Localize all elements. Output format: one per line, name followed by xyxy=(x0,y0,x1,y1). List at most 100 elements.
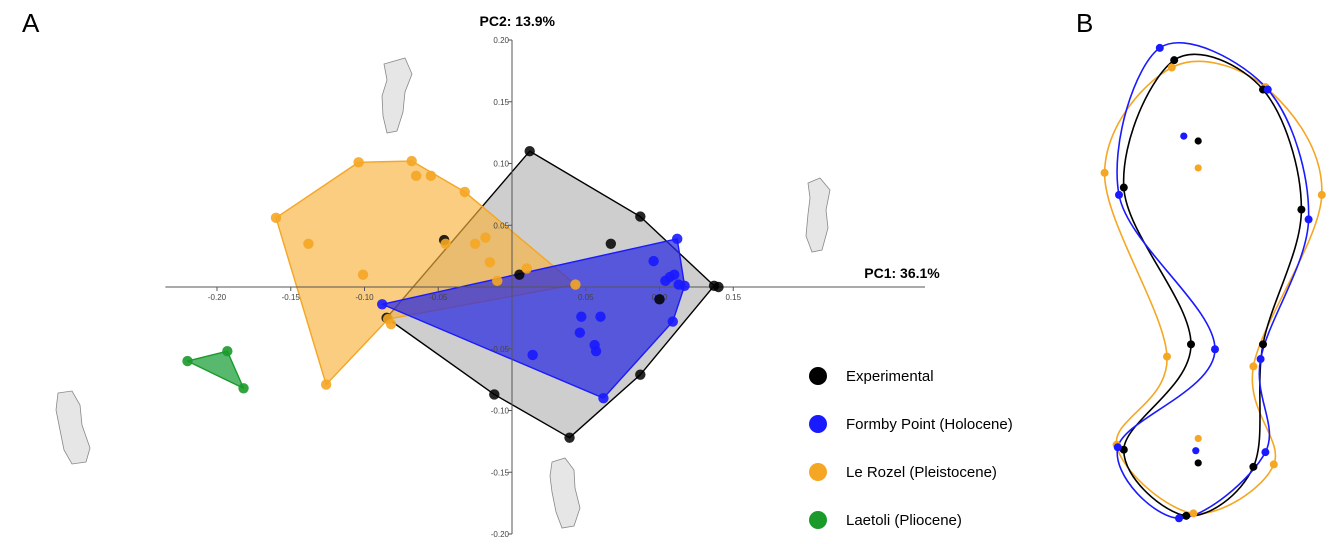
point-formby xyxy=(598,392,609,404)
point-lerozel xyxy=(492,275,503,287)
x-tick-label: -0.15 xyxy=(282,293,301,302)
point-laetoli xyxy=(182,355,193,367)
hull-formby xyxy=(381,238,686,399)
point-lerozel xyxy=(459,186,470,198)
legend-marker-lerozel xyxy=(809,463,827,481)
data-points xyxy=(182,145,724,443)
point-formby xyxy=(667,316,678,327)
point-formby xyxy=(673,279,684,290)
point-experimental xyxy=(564,432,575,443)
point-lerozel xyxy=(570,279,581,290)
landmark-outline-plot xyxy=(1100,42,1326,523)
point-lerozel xyxy=(410,170,422,182)
inner-landmark-experimental xyxy=(1194,459,1202,467)
inner-landmark-experimental xyxy=(1194,137,1202,145)
point-formby xyxy=(377,299,388,310)
legend-label: Formby Point (Holocene) xyxy=(846,416,1013,433)
point-experimental xyxy=(635,211,646,222)
point-lerozel xyxy=(480,232,491,243)
x-tick-label: -0.10 xyxy=(355,293,374,302)
panel-label-a: A xyxy=(22,8,40,38)
axes: -0.20 -0.15 -0.10 -0.05 0.05 0.10 0.15 0.20 0.1… xyxy=(165,13,940,539)
landmark-formby xyxy=(1256,355,1265,364)
legend: Experimental Formby Point (Holocene) Le Ro… xyxy=(809,367,1013,529)
point-formby xyxy=(648,255,659,267)
x-tick-label: 0.05 xyxy=(578,293,594,302)
landmark-lerozel xyxy=(1249,362,1258,371)
landmark-experimental xyxy=(1249,462,1258,471)
landmark-formby xyxy=(1175,514,1183,523)
outline-formby xyxy=(1116,42,1310,520)
landmark-experimental xyxy=(1259,340,1267,349)
y-axis-ticks: 0.20 0.15 0.10 0.05 -0.05 -0.10 -0.15 -0.20 xyxy=(491,36,512,539)
point-lerozel xyxy=(425,170,437,182)
point-experimental xyxy=(654,294,665,305)
point-lerozel xyxy=(406,155,417,167)
point-formby xyxy=(576,311,587,322)
y-tick-label: 0.10 xyxy=(493,160,509,169)
landmark-lerozel xyxy=(1317,190,1326,199)
landmark-lerozel xyxy=(1100,168,1109,177)
point-formby xyxy=(590,346,602,357)
y-tick-label: -0.10 xyxy=(491,407,510,416)
landmark-lerozel xyxy=(1163,352,1171,361)
legend-label: Le Rozel (Pleistocene) xyxy=(846,464,997,481)
legend-label: Experimental xyxy=(846,368,934,385)
x-tick-label: -0.05 xyxy=(429,293,448,302)
point-formby xyxy=(669,269,680,280)
legend-marker-experimental xyxy=(809,367,827,385)
point-experimental xyxy=(489,389,500,400)
inner-landmark-formby xyxy=(1192,447,1200,455)
y-tick-label: -0.15 xyxy=(491,468,510,477)
footprint-outline-right-icon xyxy=(805,177,831,253)
legend-label: Laetoli (Pliocene) xyxy=(846,512,962,529)
x-axis-title: PC1: 36.1% xyxy=(864,265,940,281)
landmark-formby xyxy=(1155,43,1164,52)
point-formby xyxy=(595,311,606,322)
footprint-outline-left-icon xyxy=(55,390,91,465)
inner-landmark-lerozel xyxy=(1194,434,1202,443)
panel-label-b: B xyxy=(1076,8,1093,38)
landmark-formby xyxy=(1113,443,1122,452)
y-tick-label: 0.15 xyxy=(493,98,509,107)
y-axis-title: PC2: 13.9% xyxy=(480,13,556,29)
landmark-formby xyxy=(1263,85,1272,94)
point-lerozel xyxy=(270,212,282,224)
x-tick-label: 0.15 xyxy=(725,293,741,302)
y-tick-label: 0.20 xyxy=(493,36,509,45)
footprint-outline-bottom-icon xyxy=(549,457,581,529)
landmark-formby xyxy=(1211,345,1219,354)
point-experimental xyxy=(514,269,525,280)
point-lerozel xyxy=(440,238,451,249)
landmark-experimental xyxy=(1119,445,1128,454)
point-lerozel xyxy=(353,157,364,168)
landmark-lerozel xyxy=(1167,63,1176,72)
landmark-lerozel xyxy=(1269,460,1278,469)
hull-laetoli xyxy=(186,350,245,389)
inner-landmark-formby xyxy=(1180,132,1188,140)
y-tick-label: -0.05 xyxy=(491,345,510,354)
point-experimental xyxy=(713,281,724,293)
convex-hulls xyxy=(186,150,715,439)
point-experimental xyxy=(605,238,617,249)
landmark-formby xyxy=(1115,190,1123,199)
legend-marker-laetoli xyxy=(809,511,827,529)
landmark-experimental xyxy=(1182,511,1191,520)
point-experimental xyxy=(524,145,535,157)
x-tick-label: -0.20 xyxy=(208,293,227,302)
outline-lerozel xyxy=(1103,60,1323,515)
footprint-shape-icons xyxy=(55,57,831,529)
point-lerozel xyxy=(385,318,397,330)
landmark-formby xyxy=(1304,215,1313,224)
footprint-outline-top-icon xyxy=(381,57,413,134)
point-experimental xyxy=(635,369,646,380)
y-tick-label: 0.05 xyxy=(493,221,509,230)
landmark-lerozel xyxy=(1189,509,1198,518)
landmark-experimental xyxy=(1297,205,1306,214)
legend-marker-formby xyxy=(809,415,827,433)
point-formby xyxy=(574,327,586,338)
y-tick-label: -0.20 xyxy=(491,530,510,539)
point-lerozel xyxy=(320,379,332,390)
point-lerozel xyxy=(357,269,369,280)
